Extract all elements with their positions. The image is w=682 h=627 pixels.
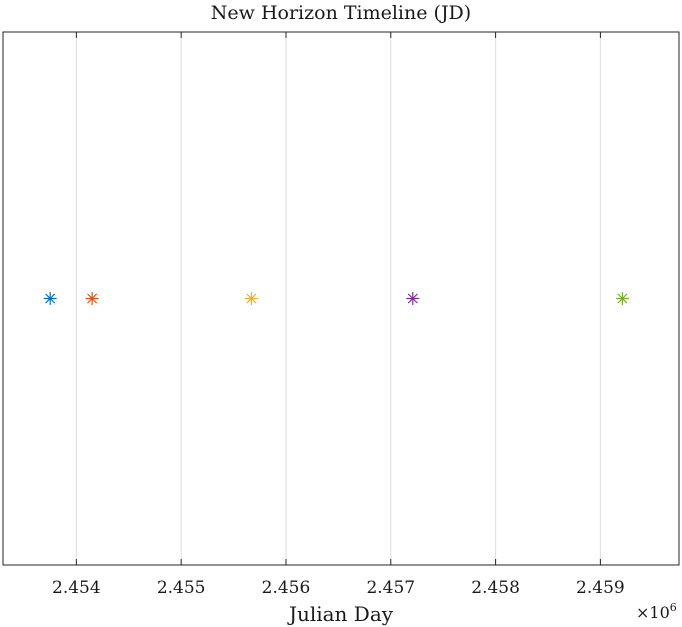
- data-point-asterisk: [85, 291, 99, 306]
- grid-lines: [75, 32, 601, 565]
- x-tick-label: 2.459: [576, 578, 625, 598]
- x-axis-exponent-power: 6: [670, 601, 677, 614]
- x-tick-label: 2.458: [471, 578, 520, 598]
- data-point-asterisk: [406, 291, 420, 306]
- x-tick-label: 2.455: [157, 578, 206, 598]
- data-points: [43, 291, 630, 306]
- x-tick-label: 2.456: [262, 578, 311, 598]
- x-axis-exponent: ×106: [636, 601, 677, 622]
- data-point-asterisk: [615, 291, 630, 306]
- x-axis-ticks: [75, 32, 601, 565]
- x-axis-exponent-base: ×10: [636, 603, 670, 622]
- x-axis-tick-labels: 2.454 2.455 2.456 2.457 2.458 2.459: [52, 578, 625, 598]
- data-point-asterisk: [244, 291, 258, 306]
- data-point-asterisk: [43, 291, 57, 306]
- plot-frame: [2, 31, 680, 566]
- x-tick-label: 2.457: [366, 578, 415, 598]
- x-tick-label: 2.454: [52, 578, 101, 598]
- x-axis-label: Julian Day: [287, 602, 394, 626]
- chart-title: New Horizon Timeline (JD): [211, 2, 471, 24]
